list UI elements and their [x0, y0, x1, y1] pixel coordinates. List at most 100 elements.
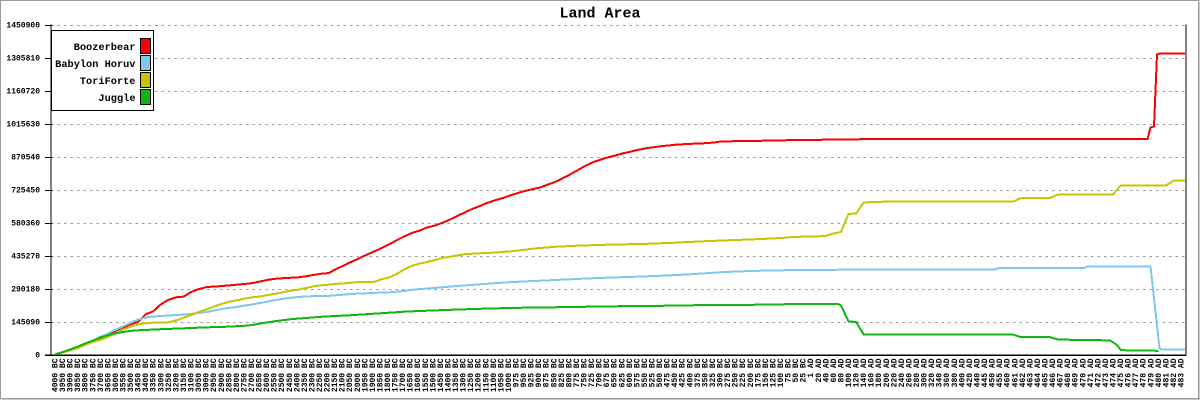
svg-text:900 BC: 900 BC — [535, 358, 544, 387]
svg-text:3000 BC: 3000 BC — [203, 358, 212, 392]
svg-text:140 AD: 140 AD — [860, 358, 869, 387]
svg-text:145090: 145090 — [11, 319, 40, 328]
svg-text:100 AD: 100 AD — [845, 358, 854, 387]
svg-text:125 BC: 125 BC — [769, 358, 778, 387]
svg-text:240 AD: 240 AD — [898, 358, 907, 387]
svg-text:460 AD: 460 AD — [1004, 358, 1013, 387]
svg-text:80 AD: 80 AD — [837, 358, 846, 382]
svg-text:320 AD: 320 AD — [928, 358, 937, 387]
svg-text:462 AD: 462 AD — [1019, 358, 1028, 387]
svg-text:550 BC: 550 BC — [641, 358, 650, 387]
svg-text:2900 BC: 2900 BC — [218, 358, 227, 392]
svg-text:75 BC: 75 BC — [785, 358, 794, 382]
svg-text:2450 BC: 2450 BC — [286, 358, 295, 392]
svg-text:479 AD: 479 AD — [1147, 358, 1156, 387]
svg-text:725 BC: 725 BC — [588, 358, 597, 387]
svg-text:2400 BC: 2400 BC — [293, 358, 302, 392]
svg-text:1100 BC: 1100 BC — [490, 358, 499, 392]
svg-text:1600 BC: 1600 BC — [414, 358, 423, 392]
svg-text:50 BC: 50 BC — [792, 358, 801, 382]
svg-text:0: 0 — [35, 352, 40, 361]
svg-text:3550 BC: 3550 BC — [120, 358, 129, 392]
svg-text:1160720: 1160720 — [6, 88, 40, 97]
svg-text:2700 BC: 2700 BC — [248, 358, 257, 392]
svg-text:1 AD: 1 AD — [807, 358, 816, 377]
svg-text:476 AD: 476 AD — [1125, 358, 1134, 387]
svg-text:1950 BC: 1950 BC — [361, 358, 370, 392]
svg-text:675 BC: 675 BC — [603, 358, 612, 387]
svg-text:2550 BC: 2550 BC — [271, 358, 280, 392]
svg-text:469 AD: 469 AD — [1072, 358, 1081, 387]
svg-text:1000 BC: 1000 BC — [505, 358, 514, 392]
svg-text:Babylon Horuv: Babylon Horuv — [55, 59, 135, 71]
svg-text:3750 BC: 3750 BC — [89, 358, 98, 392]
svg-text:1900 BC: 1900 BC — [369, 358, 378, 392]
svg-text:478 AD: 478 AD — [1140, 358, 1149, 387]
svg-text:435270: 435270 — [11, 253, 40, 262]
svg-text:625 BC: 625 BC — [618, 358, 627, 387]
svg-text:1150 BC: 1150 BC — [482, 358, 491, 392]
svg-text:425 BC: 425 BC — [679, 358, 688, 387]
svg-text:473 AD: 473 AD — [1102, 358, 1111, 387]
svg-text:1550 BC: 1550 BC — [422, 358, 431, 392]
svg-text:2100 BC: 2100 BC — [339, 358, 348, 392]
svg-text:461 AD: 461 AD — [1011, 358, 1020, 387]
svg-text:300 AD: 300 AD — [921, 358, 930, 387]
svg-text:2250 BC: 2250 BC — [316, 358, 325, 392]
svg-text:725450: 725450 — [11, 187, 40, 196]
svg-text:482 AD: 482 AD — [1170, 358, 1179, 387]
svg-text:2800 BC: 2800 BC — [233, 358, 242, 392]
svg-text:Juggle: Juggle — [98, 93, 135, 105]
svg-text:455 AD: 455 AD — [996, 358, 1005, 387]
svg-text:3650 BC: 3650 BC — [104, 358, 113, 392]
svg-text:3700 BC: 3700 BC — [97, 358, 106, 392]
svg-text:3900 BC: 3900 BC — [67, 358, 76, 392]
svg-text:120 AD: 120 AD — [853, 358, 862, 387]
svg-text:3600 BC: 3600 BC — [112, 358, 121, 392]
svg-text:20 AD: 20 AD — [815, 358, 824, 382]
svg-text:380 AD: 380 AD — [951, 358, 960, 387]
svg-text:2350 BC: 2350 BC — [301, 358, 310, 392]
svg-text:60 AD: 60 AD — [830, 358, 839, 382]
svg-text:440 AD: 440 AD — [974, 358, 983, 387]
svg-text:25 BC: 25 BC — [800, 358, 809, 382]
svg-text:467 AD: 467 AD — [1057, 358, 1066, 387]
svg-text:400 BC: 400 BC — [686, 358, 695, 387]
svg-text:3200 BC: 3200 BC — [172, 358, 181, 392]
svg-text:2500 BC: 2500 BC — [278, 358, 287, 392]
svg-text:700 BC: 700 BC — [596, 358, 605, 387]
svg-text:480 AD: 480 AD — [1155, 358, 1164, 387]
svg-text:875 BC: 875 BC — [543, 358, 552, 387]
svg-text:1305810: 1305810 — [6, 55, 40, 64]
svg-text:3450 BC: 3450 BC — [135, 358, 144, 392]
svg-text:2000 BC: 2000 BC — [354, 358, 363, 392]
svg-text:2950 BC: 2950 BC — [210, 358, 219, 392]
svg-text:3400 BC: 3400 BC — [142, 358, 151, 392]
svg-text:200 AD: 200 AD — [883, 358, 892, 387]
svg-text:580360: 580360 — [11, 220, 40, 229]
svg-text:280 AD: 280 AD — [913, 358, 922, 387]
svg-text:463 AD: 463 AD — [1026, 358, 1035, 387]
svg-text:3300 BC: 3300 BC — [157, 358, 166, 392]
svg-text:475 AD: 475 AD — [1117, 358, 1126, 387]
svg-text:1350 BC: 1350 BC — [452, 358, 461, 392]
svg-text:160 AD: 160 AD — [868, 358, 877, 387]
svg-text:470 AD: 470 AD — [1079, 358, 1088, 387]
svg-text:1500 BC: 1500 BC — [429, 358, 438, 392]
svg-text:481 AD: 481 AD — [1162, 358, 1171, 387]
svg-text:2200 BC: 2200 BC — [324, 358, 333, 392]
svg-text:2750 BC: 2750 BC — [240, 358, 249, 392]
svg-text:477 AD: 477 AD — [1132, 358, 1141, 387]
svg-text:375 BC: 375 BC — [694, 358, 703, 387]
svg-text:950 BC: 950 BC — [520, 358, 529, 387]
svg-text:220 AD: 220 AD — [890, 358, 899, 387]
svg-text:1300 BC: 1300 BC — [460, 358, 469, 392]
svg-text:250 BC: 250 BC — [732, 358, 741, 387]
svg-text:466 AD: 466 AD — [1049, 358, 1058, 387]
svg-text:175 BC: 175 BC — [754, 358, 763, 387]
svg-text:925 BC: 925 BC — [528, 358, 537, 387]
svg-text:471 AD: 471 AD — [1087, 358, 1096, 387]
svg-text:100 BC: 100 BC — [777, 358, 786, 387]
svg-text:3050 BC: 3050 BC — [195, 358, 204, 392]
svg-text:1650 BC: 1650 BC — [407, 358, 416, 392]
